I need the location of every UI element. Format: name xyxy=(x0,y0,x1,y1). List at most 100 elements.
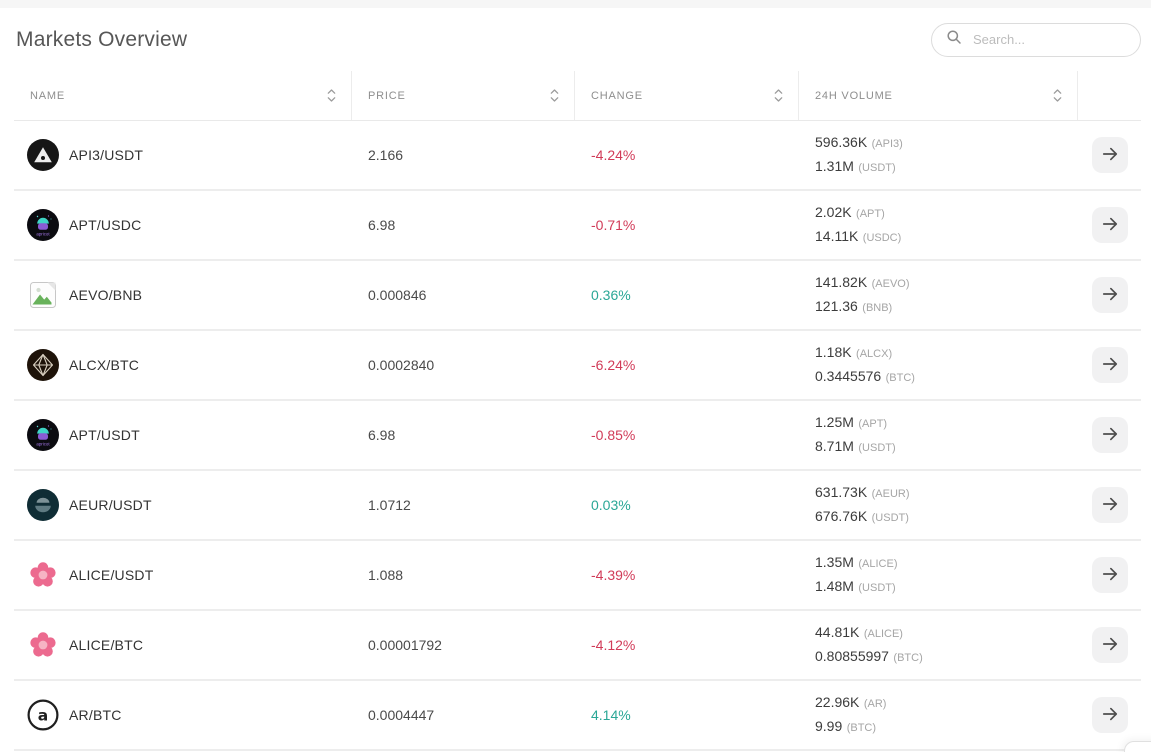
price-value: 0.00001792 xyxy=(368,637,442,653)
column-header[interactable]: 24H VOLUME xyxy=(799,71,1078,120)
action-cell xyxy=(1078,611,1141,679)
action-cell xyxy=(1078,471,1141,539)
price-cell: 0.0002840 xyxy=(352,331,575,399)
price-value: 0.000846 xyxy=(368,287,427,303)
volume-cell: 631.73K (AEUR) 676.76K (USDT) xyxy=(799,471,1078,539)
price-cell: 1.088 xyxy=(352,541,575,609)
arrow-right-icon xyxy=(1100,424,1120,447)
volume-cell: 596.36K (API3) 1.31M (USDT) xyxy=(799,121,1078,189)
open-market-button[interactable] xyxy=(1091,697,1128,733)
change-value: -4.12% xyxy=(591,637,636,653)
svg-text:a: a xyxy=(38,707,48,725)
price-cell: 2.166 xyxy=(352,121,575,189)
change-cell: 0.36% xyxy=(575,261,799,329)
volume-quote-unit: (BTC) xyxy=(885,372,915,384)
alice-logo-icon xyxy=(27,559,59,591)
volume-base-value: 22.96K xyxy=(815,694,860,710)
pair-name: ALICE/BTC xyxy=(69,637,144,653)
alcx-logo-icon xyxy=(27,349,59,381)
market-row[interactable]: apricot APT/USDT 6.98 -0.85% 1.25M (APT)… xyxy=(14,401,1141,471)
open-market-button[interactable] xyxy=(1091,417,1128,453)
volume-quote-value: 121.36 xyxy=(815,298,858,314)
open-market-button[interactable] xyxy=(1091,347,1128,383)
search-box[interactable] xyxy=(931,22,1141,57)
name-cell: apricot APT/USDT xyxy=(14,401,352,469)
market-row[interactable]: AEUR/USDT 1.0712 0.03% 631.73K (AEUR) 67… xyxy=(14,471,1141,541)
volume-quote-unit: (USDT) xyxy=(858,162,896,174)
volume-base-unit: (APT) xyxy=(858,418,888,430)
market-row[interactable]: ALICE/BTC 0.00001792 -4.12% 44.81K (ALIC… xyxy=(14,611,1141,681)
column-header xyxy=(1078,71,1141,120)
apricot-logo-icon: apricot xyxy=(27,419,59,451)
price-cell: 0.00001792 xyxy=(352,611,575,679)
aevo-logo-icon xyxy=(27,279,59,311)
action-cell xyxy=(1078,401,1141,469)
action-cell xyxy=(1078,261,1141,329)
column-header-label: CHANGE xyxy=(591,89,643,102)
change-cell: -0.71% xyxy=(575,191,799,259)
svg-text:apricot: apricot xyxy=(36,442,50,447)
page-top-edge xyxy=(0,0,1151,8)
price-value: 0.0004447 xyxy=(368,707,435,723)
pair-name: APT/USDC xyxy=(69,217,142,233)
market-row[interactable]: a AR/BTC 0.0004447 4.14% 22.96K (AR) 9.9… xyxy=(14,681,1141,751)
change-cell: -4.12% xyxy=(575,611,799,679)
market-row[interactable]: AEVO/BNB 0.000846 0.36% 141.82K (AEVO) 1… xyxy=(14,261,1141,331)
volume-quote-value: 676.76K xyxy=(815,508,868,524)
action-cell xyxy=(1078,331,1141,399)
name-cell: ALCX/BTC xyxy=(14,331,352,399)
arrow-right-icon xyxy=(1100,494,1120,517)
volume-cell: 44.81K (ALICE) 0.80855997 (BTC) xyxy=(799,611,1078,679)
pair-name: AEUR/USDT xyxy=(69,497,152,513)
open-market-button[interactable] xyxy=(1091,487,1128,523)
market-row[interactable]: ALCX/BTC 0.0002840 -6.24% 1.18K (ALCX) 0… xyxy=(14,331,1141,401)
volume-quote-value: 0.80855997 xyxy=(815,648,889,664)
volume-cell: 1.18K (ALCX) 0.3445576 (BTC) xyxy=(799,331,1078,399)
column-header[interactable]: NAME xyxy=(14,71,352,120)
change-cell: 4.14% xyxy=(575,681,799,749)
change-value: 0.03% xyxy=(591,497,631,513)
volume-quote-unit: (USDT) xyxy=(858,582,896,594)
open-market-button[interactable] xyxy=(1091,137,1128,173)
market-row[interactable]: API3/USDT 2.166 -4.24% 596.36K (API3) 1.… xyxy=(14,121,1141,191)
change-value: 0.36% xyxy=(591,287,631,303)
column-header-label: 24H VOLUME xyxy=(815,89,893,102)
change-value: -0.71% xyxy=(591,217,636,233)
name-cell: API3/USDT xyxy=(14,121,352,189)
volume-base-unit: (AEVO) xyxy=(871,278,910,290)
volume-base-value: 631.73K xyxy=(815,484,868,500)
pair-name: AR/BTC xyxy=(69,707,122,723)
aeur-logo-icon xyxy=(27,489,59,521)
market-row[interactable]: apricot APT/USDC 6.98 -0.71% 2.02K (APT)… xyxy=(14,191,1141,261)
volume-base-unit: (ALICE) xyxy=(858,558,898,570)
volume-base-value: 596.36K xyxy=(815,134,868,150)
column-header[interactable]: CHANGE xyxy=(575,71,799,120)
floating-corner-widget[interactable] xyxy=(1124,741,1151,752)
volume-quote-unit: (BNB) xyxy=(862,302,893,314)
sort-icon[interactable] xyxy=(549,88,560,103)
volume-base-unit: (API3) xyxy=(871,138,903,150)
volume-base-unit: (APT) xyxy=(856,208,885,220)
volume-quote-value: 14.11K xyxy=(815,228,859,244)
arrow-right-icon xyxy=(1100,284,1120,307)
volume-quote-value: 9.99 xyxy=(815,718,843,734)
volume-base-value: 1.35M xyxy=(815,554,854,570)
search-input[interactable] xyxy=(971,31,1126,48)
open-market-button[interactable] xyxy=(1091,627,1128,663)
volume-quote-value: 1.48M xyxy=(815,578,854,594)
open-market-button[interactable] xyxy=(1091,557,1128,593)
sort-icon[interactable] xyxy=(1052,88,1063,103)
open-market-button[interactable] xyxy=(1091,277,1128,313)
sort-icon[interactable] xyxy=(773,88,784,103)
name-cell: AEVO/BNB xyxy=(14,261,352,329)
pair-name: ALICE/USDT xyxy=(69,567,154,583)
market-row[interactable]: ALICE/USDT 1.088 -4.39% 1.35M (ALICE) 1.… xyxy=(14,541,1141,611)
column-header[interactable]: PRICE xyxy=(352,71,575,120)
search-icon xyxy=(946,29,962,50)
volume-cell: 141.82K (AEVO) 121.36 (BNB) xyxy=(799,261,1078,329)
open-market-button[interactable] xyxy=(1091,207,1128,243)
svg-text:apricot: apricot xyxy=(36,232,50,237)
sort-icon[interactable] xyxy=(326,88,337,103)
price-value: 6.98 xyxy=(368,217,396,233)
pair-name: ALCX/BTC xyxy=(69,357,140,373)
